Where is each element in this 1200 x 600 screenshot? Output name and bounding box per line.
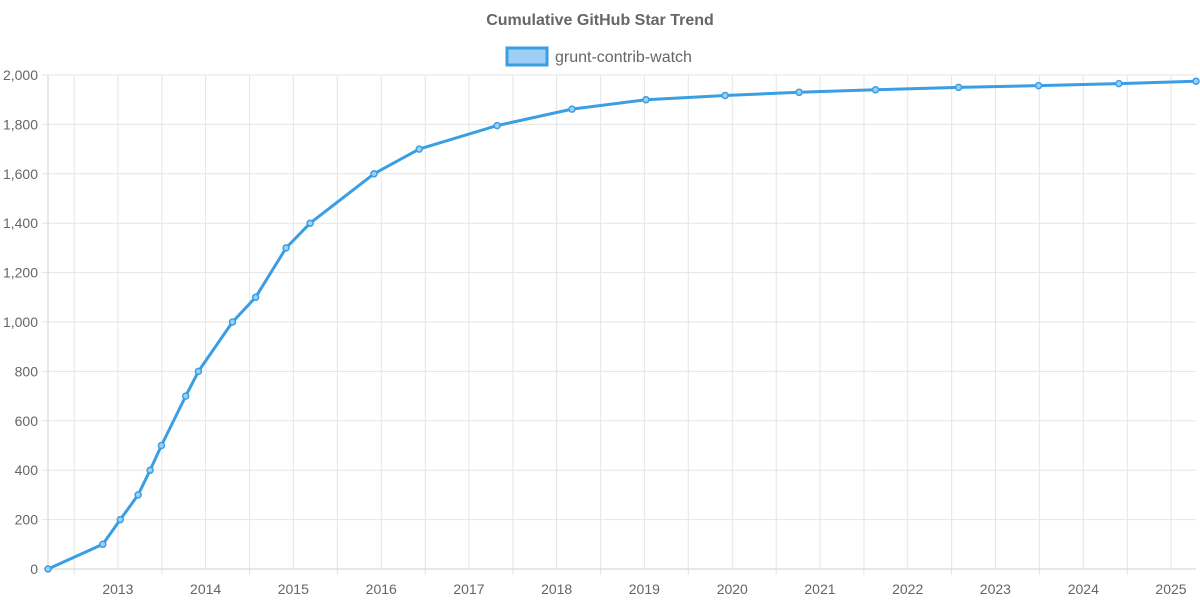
data-point[interactable] <box>370 170 378 178</box>
data-point[interactable] <box>721 91 729 100</box>
data-point[interactable] <box>568 105 576 113</box>
chart-title: Cumulative GitHub Star Trend <box>486 12 714 29</box>
data-point[interactable] <box>251 293 260 302</box>
x-tick-label: 2013 <box>102 581 133 597</box>
x-tick-label: 2024 <box>1068 581 1099 597</box>
y-tick-label: 1,400 <box>3 215 38 231</box>
data-point[interactable] <box>954 83 963 92</box>
legend[interactable]: grunt-contrib-watch <box>505 46 692 67</box>
y-tick-label: 0 <box>30 561 38 577</box>
x-tick-label: 2015 <box>278 581 309 597</box>
data-point[interactable] <box>871 86 880 94</box>
grid-layer <box>42 74 1196 575</box>
data-point[interactable] <box>1115 79 1123 88</box>
data-point[interactable] <box>116 515 125 524</box>
x-tick-label: 2014 <box>190 581 221 597</box>
y-tick-label: 200 <box>15 512 39 528</box>
data-point[interactable] <box>795 88 803 97</box>
data-point[interactable] <box>642 95 650 104</box>
x-tick-label: 2022 <box>892 581 923 597</box>
y-tick-label: 1,600 <box>3 166 38 182</box>
legend-swatch[interactable] <box>505 46 549 67</box>
data-point[interactable] <box>282 244 290 252</box>
series-layer <box>44 77 1200 573</box>
data-point[interactable] <box>181 392 190 400</box>
tick-labels: 0 200 400 600 800 1,000 1,200 1,400 1,600 1,800 2,… <box>3 67 1187 597</box>
x-tick-label: 2017 <box>453 581 484 597</box>
y-tick-label: 600 <box>15 413 39 429</box>
y-tick-label: 800 <box>15 363 39 379</box>
y-tick-label: 1,800 <box>3 116 38 132</box>
x-tick-label: 2018 <box>541 581 572 597</box>
y-tick-label: 400 <box>15 462 39 478</box>
data-point[interactable] <box>146 466 154 474</box>
x-tick-label: 2019 <box>629 581 660 597</box>
axes <box>47 75 1196 570</box>
x-tick-label: 2020 <box>717 581 748 597</box>
x-tick-label: 2021 <box>804 581 835 597</box>
data-point[interactable] <box>44 565 52 573</box>
y-tick-label: 1,000 <box>3 314 38 330</box>
data-point[interactable] <box>415 145 423 153</box>
data-point[interactable] <box>493 121 501 130</box>
legend-label[interactable]: grunt-contrib-watch <box>555 49 692 66</box>
y-tick-label: 1,200 <box>3 265 38 281</box>
data-point[interactable] <box>1034 81 1043 90</box>
data-point[interactable] <box>306 219 314 227</box>
x-tick-label: 2025 <box>1155 581 1186 597</box>
x-tick-label: 2016 <box>366 581 397 597</box>
data-point[interactable] <box>228 318 237 326</box>
data-point[interactable] <box>194 367 203 376</box>
series-line <box>46 79 1198 571</box>
data-point[interactable] <box>157 441 166 450</box>
x-tick-label: 2023 <box>980 581 1011 597</box>
data-point[interactable] <box>99 540 107 549</box>
data-point[interactable] <box>1192 77 1200 85</box>
data-point[interactable] <box>134 491 142 499</box>
y-tick-label: 2,000 <box>3 67 38 83</box>
